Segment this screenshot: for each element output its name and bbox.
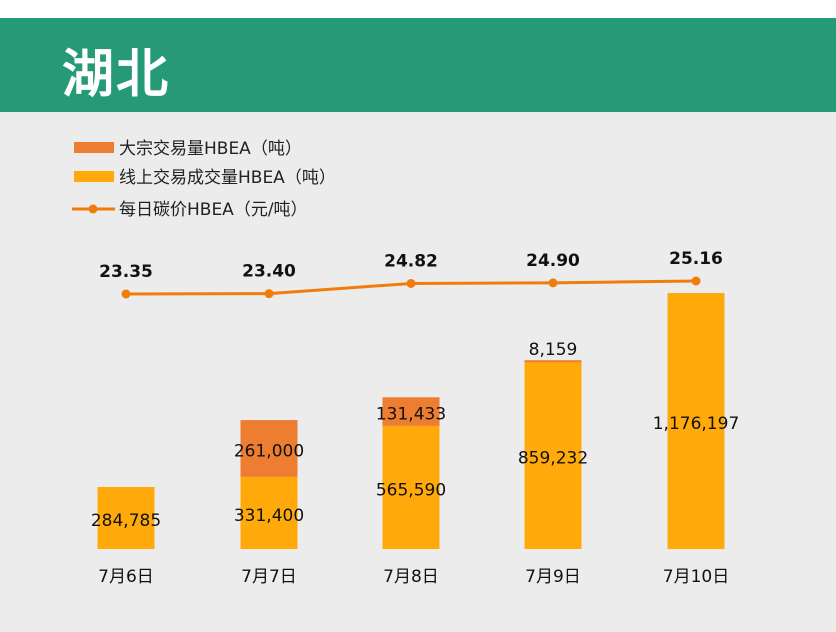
legend-swatch-bulk: [74, 142, 114, 153]
x-tick-label: 7月6日: [98, 567, 154, 587]
price-point: [121, 289, 131, 299]
legend-swatch-online: [74, 171, 114, 182]
bar-online: [97, 487, 155, 549]
price-point: [548, 278, 558, 288]
bar-online: [240, 476, 298, 549]
data-label-online: 859,232: [518, 448, 588, 468]
page-title: 湖北: [62, 45, 171, 105]
x-tick-label: 7月9日: [525, 567, 581, 587]
data-label-price: 24.82: [384, 251, 438, 271]
x-tick-label: 7月10日: [663, 567, 729, 587]
x-tick-label: 7月8日: [383, 567, 439, 587]
price-point: [406, 278, 416, 288]
price-point: [264, 289, 274, 299]
bar-online: [524, 361, 582, 549]
legend-label-online: 线上交易成交量HBEA（吨）: [119, 168, 336, 188]
data-label-price: 23.35: [99, 262, 153, 282]
data-label-online: 331,400: [234, 506, 304, 526]
legend-marker-price: [88, 204, 98, 214]
legend-label-price: 每日碳价HBEA（元/吨）: [119, 200, 308, 220]
data-label-price: 25.16: [669, 249, 723, 269]
price-point: [691, 276, 701, 286]
bar-online: [667, 293, 725, 549]
bar-bulk: [240, 420, 298, 477]
legend-label-bulk: 大宗交易量HBEA（吨）: [119, 139, 302, 159]
data-label-bulk: 261,000: [234, 441, 304, 461]
bar-bulk: [382, 397, 440, 426]
data-label-bulk: 8,159: [529, 340, 578, 360]
data-label-online: 565,590: [376, 480, 446, 500]
data-label-bulk: 131,433: [376, 405, 446, 425]
bar-online: [382, 425, 440, 549]
header-bar: 湖北: [0, 18, 836, 112]
x-tick-label: 7月7日: [241, 567, 297, 587]
data-label-online: 284,785: [91, 511, 161, 531]
data-label-price: 24.90: [526, 251, 580, 271]
data-label-price: 23.40: [242, 262, 296, 282]
data-label-online: 1,176,197: [653, 414, 740, 434]
bar-bulk: [524, 360, 582, 363]
